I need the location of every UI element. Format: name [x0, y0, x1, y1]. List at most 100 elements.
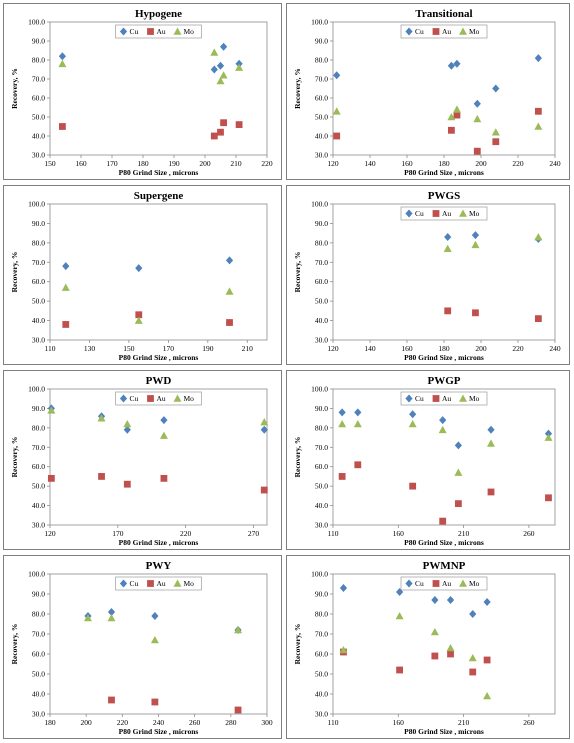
data-point-au — [234, 706, 242, 714]
y-tick-label: 40.0 — [315, 316, 328, 325]
data-point-au — [260, 486, 268, 494]
data-point-cu — [107, 608, 116, 616]
legend-marker-cu — [119, 579, 128, 588]
data-point-cu — [160, 416, 168, 425]
data-point-au — [47, 474, 55, 482]
legend: Cu Au Mo — [400, 206, 488, 221]
x-tick-label: 210 — [458, 718, 470, 727]
y-tick-label: 70.0 — [315, 75, 328, 84]
series-au — [62, 311, 233, 328]
data-point-mo — [150, 636, 159, 644]
y-tick-label: 40.0 — [32, 501, 45, 510]
data-point-au — [226, 319, 233, 326]
x-tick-label: 220 — [261, 159, 273, 168]
y-tick-label: 40.0 — [315, 132, 328, 141]
legend-label-mo: Mo — [184, 579, 195, 588]
legend-label-mo: Mo — [469, 27, 480, 36]
legend-marker-mo — [173, 579, 182, 587]
data-point-cu — [123, 425, 131, 434]
legend-marker-cu — [405, 209, 413, 218]
data-point-mo — [491, 128, 500, 136]
legend-label-au: Au — [442, 209, 451, 218]
y-tick-label: 70.0 — [32, 258, 45, 267]
y-tick-label: 40.0 — [315, 501, 328, 510]
y-tick-label: 80.0 — [315, 423, 328, 432]
x-tick-label: 240 — [549, 344, 561, 353]
y-tick-label: 90.0 — [315, 37, 328, 46]
x-tick-label: 150 — [123, 344, 135, 353]
legend-marker-au — [432, 210, 440, 217]
data-point-cu — [339, 584, 348, 592]
x-axis-label: P80 Grind Size , microns — [119, 353, 199, 362]
data-point-mo — [234, 626, 243, 634]
y-tick-label: 70.0 — [315, 630, 328, 639]
data-point-au — [483, 656, 491, 664]
legend-marker-mo — [173, 27, 182, 35]
y-tick-label: 50.0 — [32, 670, 45, 679]
legend-label-au: Au — [442, 27, 451, 36]
legend-label-au: Au — [157, 394, 166, 403]
series-mo — [58, 48, 244, 85]
data-point-mo — [452, 105, 461, 113]
x-tick-label: 110 — [328, 529, 339, 538]
chart-panel-pwy: PWY 30.0 40.0 50.0 60.0 70.0 80.0 90.0 100.0 180 2… — [3, 555, 282, 739]
legend-marker-au — [432, 28, 440, 35]
x-axis-label: P80 Grind Size , microns — [119, 168, 199, 177]
legend-marker-mo — [459, 394, 467, 402]
y-tick-label: 80.0 — [315, 238, 328, 247]
chart-panel-pwmnp: PWMNP 30.0 40.0 50.0 60.0 70.0 80.0 90.0 100.0 11… — [286, 555, 570, 739]
data-point-cu — [58, 52, 66, 61]
data-point-au — [454, 500, 462, 508]
data-point-mo — [438, 425, 447, 434]
x-tick-label: 280 — [225, 718, 237, 727]
x-tick-label: 120 — [44, 529, 56, 538]
data-point-au — [534, 315, 542, 323]
plot-area — [49, 388, 268, 526]
x-tick-label: 150 — [44, 159, 56, 168]
legend: Cu Au Mo — [400, 391, 488, 406]
legend-marker-au — [432, 580, 440, 587]
chart-title: PWGS — [428, 190, 460, 202]
series-mo — [339, 612, 492, 700]
legend-label-mo: Mo — [469, 394, 480, 403]
x-tick-label: 260 — [523, 529, 535, 538]
y-tick-label: 90.0 — [32, 37, 45, 46]
chart-title: PWD — [146, 375, 172, 387]
y-tick-label: 50.0 — [32, 482, 45, 491]
legend-marker-au — [147, 580, 154, 587]
x-axis-label: P80 Grind Size , microns — [404, 538, 484, 547]
y-tick-label: 90.0 — [32, 404, 45, 413]
chart-title: PWY — [146, 560, 172, 572]
data-point-au — [123, 480, 131, 488]
data-point-au — [431, 652, 439, 660]
series-au — [47, 473, 268, 494]
series-au — [444, 307, 542, 323]
y-tick-label: 60.0 — [315, 94, 328, 103]
data-point-cu — [487, 425, 495, 434]
chart-panel-pwd: PWD 30.0 40.0 50.0 60.0 70.0 80.0 90.0 100.0 120 1… — [3, 370, 282, 550]
series-cu — [47, 404, 268, 434]
y-tick-label: 70.0 — [315, 258, 328, 267]
data-point-au — [396, 666, 403, 674]
y-tick-label: 100.0 — [28, 385, 45, 394]
x-tick-label: 220 — [512, 159, 524, 168]
data-point-mo — [353, 419, 362, 428]
data-point-au — [487, 488, 495, 496]
x-axis-label: P80 Grind Size , microns — [404, 168, 484, 177]
legend-label-au: Au — [157, 27, 166, 36]
data-point-cu — [453, 59, 461, 68]
data-point-mo — [408, 419, 417, 428]
series-mo — [338, 419, 553, 476]
x-tick-label: 170 — [106, 159, 118, 168]
legend-label-cu: Cu — [130, 394, 139, 403]
data-point-au — [62, 321, 70, 328]
data-point-mo — [47, 406, 56, 414]
data-point-mo — [260, 418, 269, 426]
y-axis-label: Recovery, % — [293, 437, 302, 478]
plot-area — [332, 388, 556, 526]
chart-title: Supergene — [134, 190, 184, 202]
y-tick-label: 30.0 — [32, 151, 45, 160]
legend-marker-mo — [459, 27, 467, 35]
data-point-au — [210, 132, 218, 140]
data-point-cu — [444, 233, 452, 242]
